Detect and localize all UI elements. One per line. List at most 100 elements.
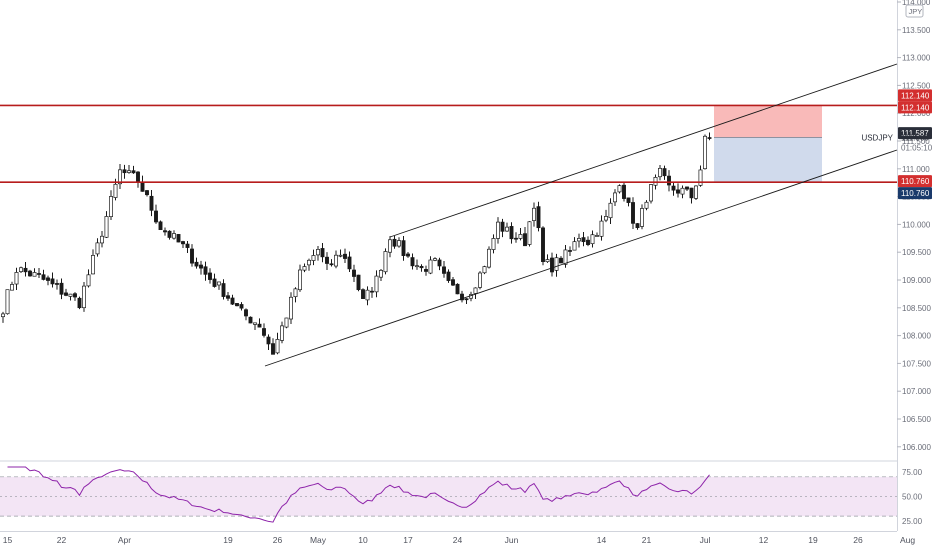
- price-tick-label: 108.000: [902, 332, 931, 341]
- candle: [23, 261, 28, 277]
- candle: [581, 231, 586, 247]
- candle: [415, 259, 419, 270]
- candle-body: [41, 274, 46, 280]
- candle: [554, 253, 559, 277]
- candle-body: [671, 185, 676, 191]
- candle: [388, 236, 392, 258]
- candle-body: [82, 285, 86, 309]
- candle-body: [50, 278, 55, 285]
- candle-body: [154, 210, 158, 223]
- candle: [527, 221, 532, 247]
- candle-body: [14, 272, 19, 285]
- label-stop-top-bg: [898, 89, 932, 102]
- candle-body: [212, 278, 217, 287]
- candle-body: [127, 170, 131, 173]
- price-labels: 112.140 112.140 111.587 110.760 110.760 USDJP…: [861, 89, 932, 200]
- rsi-tick-label: 75.00: [902, 468, 923, 477]
- position-box[interactable]: [714, 105, 822, 183]
- candle-body: [694, 185, 698, 199]
- candle-body: [109, 196, 113, 217]
- price-tick-label: 109.500: [902, 248, 931, 257]
- candle-body: [640, 208, 644, 227]
- price-tick-label: 109.000: [902, 276, 931, 285]
- price-tick-label: 112.500: [902, 81, 931, 90]
- candle: [154, 204, 158, 224]
- candle-body: [37, 273, 41, 275]
- candle-body: [460, 293, 464, 301]
- candle: [325, 252, 329, 270]
- candle-body: [586, 239, 590, 245]
- candle-body: [581, 237, 586, 243]
- candle: [149, 190, 154, 217]
- candle-body: [203, 266, 208, 275]
- candle-body: [644, 201, 649, 209]
- candle: [131, 165, 136, 174]
- candle: [532, 202, 536, 227]
- candle: [194, 257, 199, 269]
- candle: [577, 233, 581, 248]
- price-tick-label: 112.000: [902, 109, 931, 118]
- candle: [550, 252, 554, 277]
- candle: [586, 236, 590, 247]
- price-tick-label: 108.500: [902, 304, 931, 313]
- candle-body: [343, 253, 347, 259]
- rsi-line: [7, 466, 710, 523]
- candle: [694, 185, 698, 200]
- candle-body: [266, 336, 271, 345]
- candle: [104, 211, 109, 238]
- drawings[interactable]: [0, 63, 898, 367]
- time-tick-label: 26: [273, 535, 283, 545]
- candle: [338, 249, 343, 258]
- time-tick-label: Jun: [505, 535, 519, 545]
- candle: [446, 269, 451, 283]
- candle: [109, 190, 113, 220]
- candle-body: [568, 250, 572, 252]
- candle-body: [397, 240, 401, 247]
- candle-body: [307, 259, 311, 266]
- candle: [401, 235, 406, 261]
- candle-body: [352, 269, 356, 277]
- candle: [244, 308, 248, 321]
- candle-body: [181, 241, 185, 245]
- candle: [59, 278, 64, 300]
- rsi-pane: 75.00 50.00 25.00: [0, 466, 923, 526]
- candle: [478, 271, 482, 290]
- candle-body: [19, 267, 23, 272]
- candle: [226, 292, 230, 301]
- rsi-tick-label: 50.00: [902, 492, 923, 501]
- candle: [698, 165, 703, 187]
- candle-body: [194, 261, 199, 267]
- candle: [568, 246, 572, 257]
- candle: [572, 237, 577, 251]
- time-tick-label: 24: [453, 535, 463, 545]
- candle: [442, 261, 446, 278]
- candle-body: [293, 288, 298, 298]
- candle: [329, 259, 334, 267]
- candle-body: [415, 265, 419, 268]
- candle: [55, 279, 59, 290]
- rsi-tick-label: 25.00: [902, 517, 923, 526]
- candle-body: [257, 323, 262, 328]
- candle-body: [244, 309, 248, 317]
- candle-body: [491, 238, 496, 250]
- candle-body: [217, 281, 221, 286]
- candle: [649, 184, 653, 204]
- candle: [122, 164, 127, 179]
- channel-upper-line: [389, 63, 898, 238]
- candle: [689, 187, 694, 204]
- candle-body: [158, 221, 163, 231]
- candle: [68, 293, 73, 301]
- candle-body: [298, 269, 302, 291]
- candle: [181, 240, 185, 249]
- candle: [190, 244, 194, 267]
- candle: [437, 257, 442, 271]
- candle-body: [199, 264, 203, 269]
- candle: [428, 256, 433, 275]
- candle-body: [667, 175, 671, 186]
- candle-body: [289, 296, 293, 320]
- candle: [419, 264, 424, 272]
- candle-body: [518, 234, 523, 239]
- candle-body: [284, 317, 289, 328]
